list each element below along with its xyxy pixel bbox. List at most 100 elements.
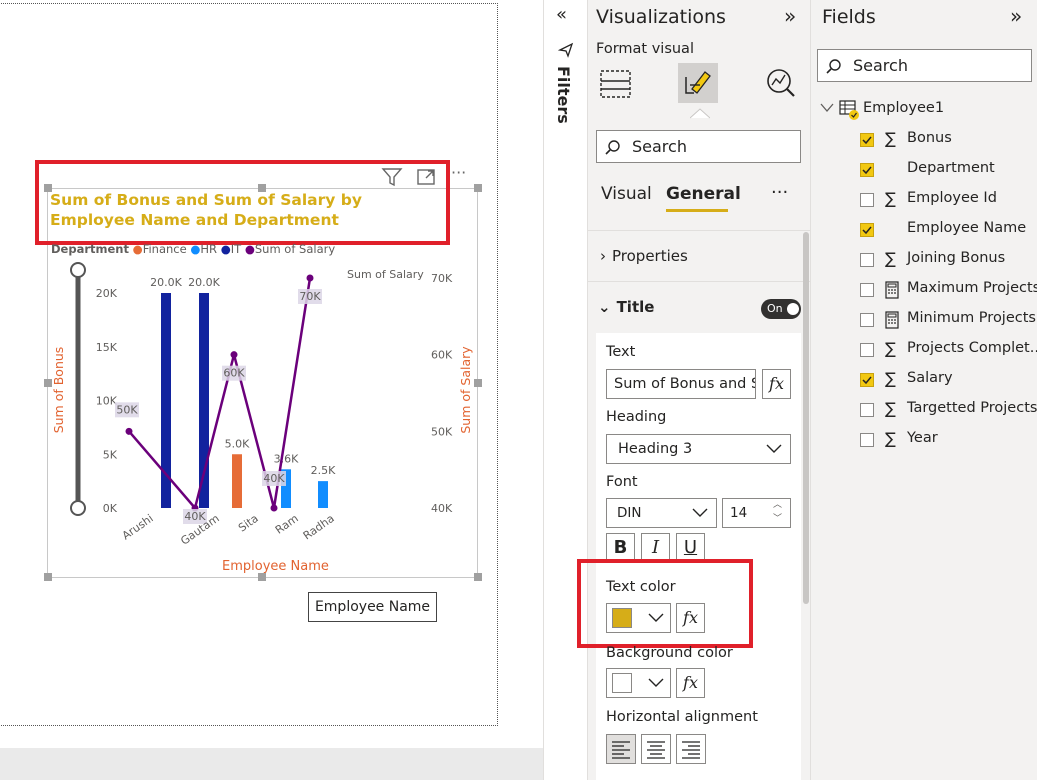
- field-item[interactable]: ∑ Joining Bonus: [860, 249, 1035, 271]
- field-checkbox[interactable]: [860, 193, 874, 207]
- field-checkbox[interactable]: [860, 283, 874, 297]
- filter-icon[interactable]: [381, 166, 403, 188]
- bar-data-label: 3.6K: [274, 452, 299, 465]
- salary-data-label: 40K: [184, 510, 206, 523]
- x-tick-label: Radha: [301, 512, 337, 543]
- x-tick-label: Sita: [236, 512, 261, 535]
- align-left-button[interactable]: [606, 734, 636, 764]
- title-section[interactable]: ⌄ Title: [598, 298, 654, 316]
- bar-it: [199, 293, 209, 508]
- report-canvas[interactable]: [0, 0, 543, 780]
- heading-dropdown[interactable]: Heading 3: [606, 434, 791, 464]
- search-icon: [605, 140, 620, 155]
- field-item[interactable]: ∑ Bonus: [860, 129, 1035, 151]
- more-options-icon[interactable]: ···: [451, 163, 467, 182]
- field-item[interactable]: ∑ Salary: [860, 369, 1035, 391]
- chevron-down-icon: [648, 678, 664, 687]
- bold-button[interactable]: B: [606, 533, 635, 562]
- background-color-label: Background color: [606, 645, 733, 661]
- field-checkbox[interactable]: [860, 373, 874, 387]
- field-label: Year: [907, 430, 938, 446]
- chevron-down-icon: [648, 613, 664, 622]
- field-item[interactable]: ∑ Projects Complet...: [860, 339, 1037, 361]
- pane-scrollbar[interactable]: [803, 232, 809, 604]
- field-label: Department: [907, 160, 995, 176]
- field-item[interactable]: Minimum Projects: [860, 309, 1036, 331]
- collapse-icon[interactable]: «: [556, 4, 568, 25]
- field-item[interactable]: ∑ Year: [860, 429, 1035, 451]
- chart-plot: Sum of Bonus Sum of Salary Sum of Salary…: [51, 262, 473, 548]
- fields-search-input[interactable]: Search: [817, 49, 1032, 82]
- field-label: Projects Complet...: [907, 340, 1037, 356]
- page-border: [0, 3, 498, 726]
- field-item[interactable]: ∑ Targetted Projects: [860, 399, 1037, 421]
- field-checkbox[interactable]: [860, 433, 874, 447]
- legend-item[interactable]: Finance: [142, 242, 187, 256]
- legend-item[interactable]: HR: [200, 242, 218, 256]
- field-checkbox[interactable]: [860, 253, 874, 267]
- zoom-slider-top-handle[interactable]: [70, 262, 86, 278]
- legend-item[interactable]: IT: [230, 242, 242, 256]
- field-item[interactable]: Employee Name: [860, 219, 1035, 241]
- table-node-employee1[interactable]: Employee1: [820, 98, 1035, 120]
- chevron-down-icon: [820, 103, 834, 112]
- salary-label-bg: [298, 289, 322, 304]
- expand-icon[interactable]: »: [1010, 4, 1023, 28]
- field-checkbox[interactable]: [860, 343, 874, 357]
- filter-funnel-icon[interactable]: [558, 42, 574, 58]
- active-tab-indicator: [666, 209, 728, 212]
- table-icon: [839, 100, 859, 120]
- filters-label[interactable]: Filters: [554, 66, 573, 124]
- field-item[interactable]: Department: [860, 159, 1035, 181]
- resize-handle[interactable]: [258, 573, 266, 581]
- tooltip: Employee Name: [308, 592, 437, 622]
- field-checkbox[interactable]: [860, 223, 874, 237]
- field-checkbox[interactable]: [860, 403, 874, 417]
- resize-handle[interactable]: [44, 184, 52, 192]
- resize-handle[interactable]: [44, 379, 52, 387]
- properties-section[interactable]: › Properties: [600, 247, 688, 265]
- resize-handle[interactable]: [258, 184, 266, 192]
- field-checkbox[interactable]: [860, 163, 874, 177]
- tab-visual[interactable]: Visual: [601, 184, 652, 204]
- tab-general[interactable]: General: [666, 184, 741, 204]
- resize-handle[interactable]: [474, 184, 482, 192]
- analytics-icon[interactable]: [760, 63, 800, 103]
- italic-button[interactable]: I: [641, 533, 670, 562]
- legend-dot: ●: [220, 242, 231, 256]
- underline-button[interactable]: U: [676, 533, 705, 562]
- field-item[interactable]: Maximum Projects: [860, 279, 1037, 301]
- y-tick-label: 0K: [103, 502, 118, 515]
- legend-item[interactable]: Sum of Salary: [254, 242, 336, 256]
- salary-data-label: 50K: [116, 403, 138, 416]
- fx-button[interactable]: fx: [676, 603, 705, 633]
- visualizations-search-input[interactable]: Search: [596, 130, 801, 163]
- expand-icon[interactable]: »: [784, 4, 797, 28]
- format-visual-label: Format visual: [596, 41, 694, 57]
- legend-title: Department: [51, 242, 129, 256]
- focus-mode-icon[interactable]: [416, 166, 438, 188]
- build-visual-icon[interactable]: [596, 63, 636, 103]
- resize-handle[interactable]: [474, 379, 482, 387]
- sigma-icon: ∑: [885, 189, 896, 208]
- y-axis-title: Sum of Bonus: [51, 347, 66, 434]
- stepper-arrows[interactable]: ︿ ﹀: [773, 500, 783, 524]
- title-text-input[interactable]: Sum of Bonus and S: [606, 369, 756, 399]
- font-family-dropdown[interactable]: DIN: [606, 498, 717, 528]
- field-checkbox[interactable]: [860, 133, 874, 147]
- selection-pointer: [690, 108, 710, 119]
- resize-handle[interactable]: [474, 573, 482, 581]
- resize-handle[interactable]: [44, 573, 52, 581]
- more-options-icon[interactable]: ···: [771, 182, 789, 203]
- field-checkbox[interactable]: [860, 313, 874, 327]
- x-axis-title: Employee Name: [222, 559, 329, 574]
- font-size-stepper[interactable]: 14: [722, 498, 791, 528]
- align-right-button[interactable]: [676, 734, 706, 764]
- fx-button[interactable]: fx: [762, 369, 791, 399]
- field-item[interactable]: ∑ Employee Id: [860, 189, 1035, 211]
- fx-button[interactable]: fx: [676, 668, 705, 698]
- align-center-button[interactable]: [641, 734, 671, 764]
- zoom-slider-bottom-handle[interactable]: [70, 500, 86, 516]
- chart-title: Sum of Bonus and Sum of Salary by Employ…: [50, 191, 362, 229]
- search-icon: [826, 59, 841, 74]
